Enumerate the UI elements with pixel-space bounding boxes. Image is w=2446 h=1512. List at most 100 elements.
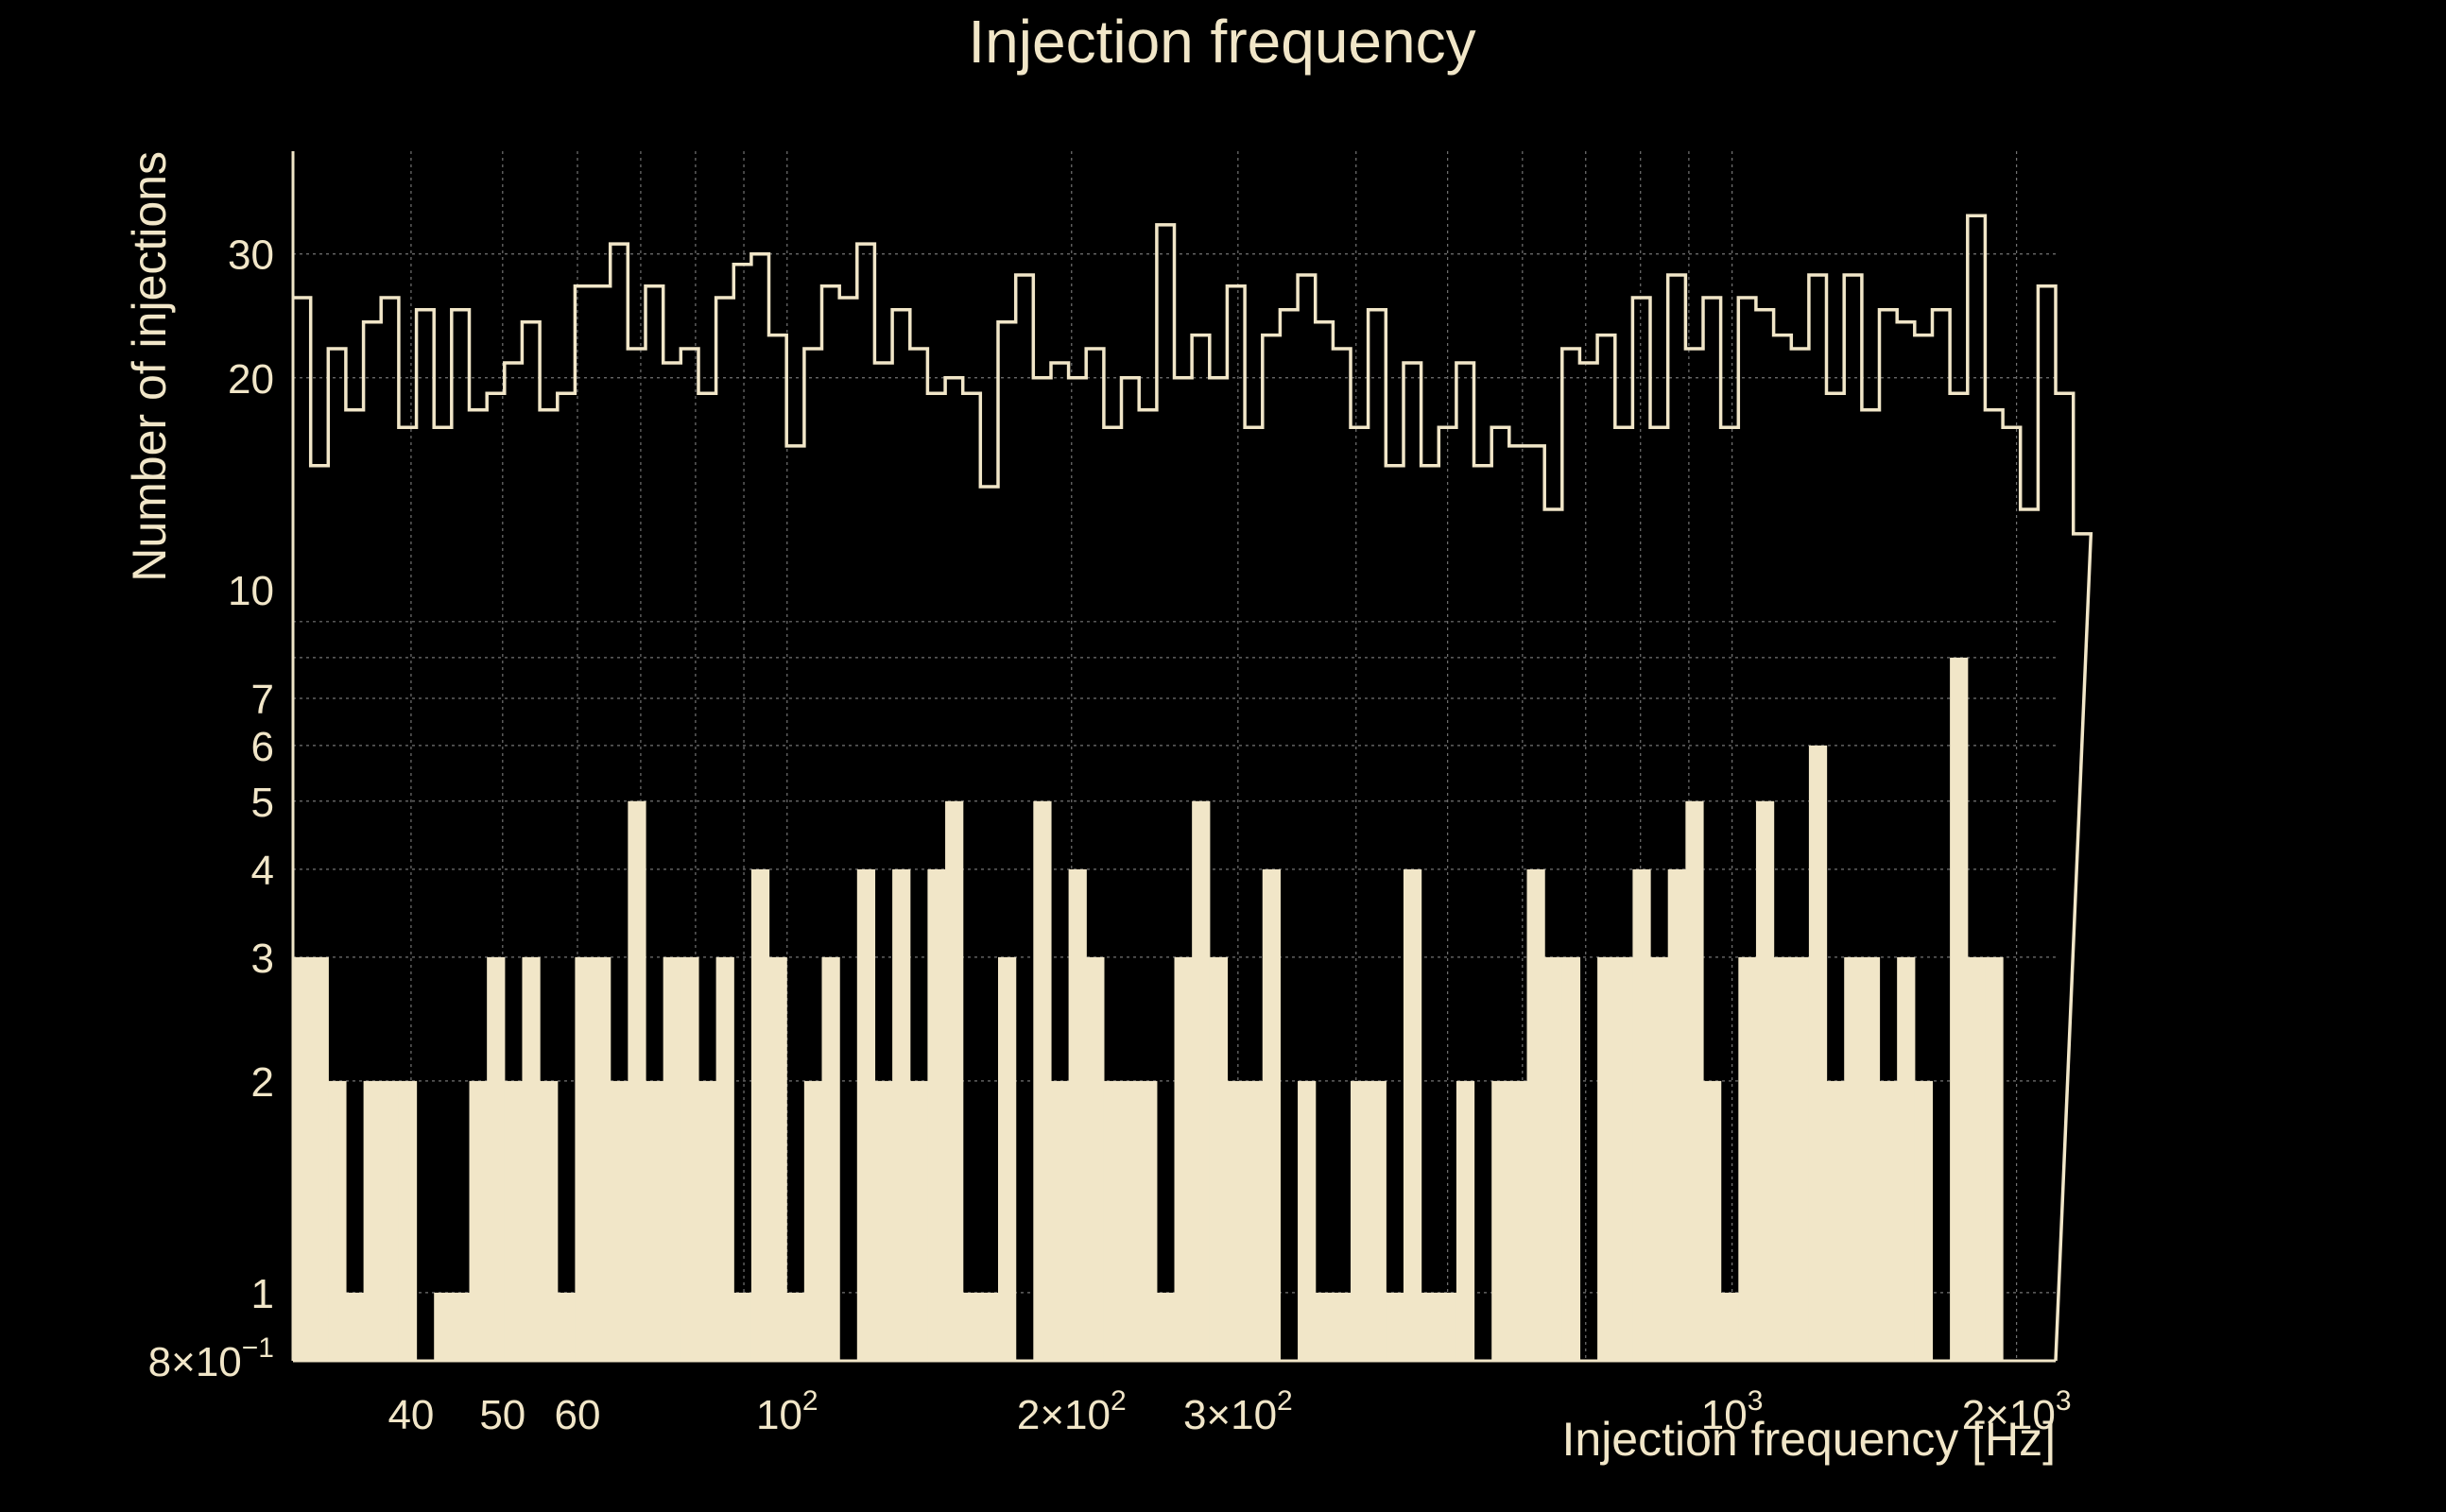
selected-bar [980,1292,999,1361]
selected-bar [1174,956,1193,1361]
y-axis-label: Number of injections [123,151,176,582]
all-injections-series [293,214,2093,1362]
selected-bar [1738,956,1757,1361]
selected-bar [1333,1292,1352,1361]
selected-bar [1121,1080,1140,1361]
selected-bar [715,956,734,1361]
y-tick-label: 7 [251,677,274,723]
selected-bar [1421,1292,1439,1361]
selected-bar [310,956,329,1361]
selected-bar [575,956,594,1361]
selected-bar [504,1080,524,1361]
selected-bar [1456,1080,1475,1361]
selected-bar [1192,800,1211,1361]
selected-bar [345,1292,365,1361]
y-tick-label: 3 [251,936,274,982]
x-tick-label: 102 [756,1385,818,1438]
x-tick-label: 60 [555,1392,601,1438]
selected-bar [1632,868,1651,1361]
selected-bar [733,1292,752,1361]
selected-bar [998,956,1017,1361]
y-tick-label: 20 [228,356,274,403]
x-tick-label: 3×102 [1183,1385,1293,1438]
selected-bar [557,1292,576,1361]
selected-bar [540,1080,559,1361]
selected-bar [1033,800,1052,1361]
selected-bar [593,956,612,1361]
x-axis-label: Injection frequency [Hz] [1562,1413,2057,1466]
selected-bar [663,956,681,1361]
selected-bar [610,1080,629,1361]
selected-bar [646,1080,664,1361]
selected-bar [1861,956,1881,1361]
selected-bar [786,1292,805,1361]
selected-bar [1139,1080,1158,1361]
all-injections-line [293,214,2093,1362]
selected-bar [434,1292,453,1361]
selected-bar [451,1292,471,1361]
selected-bar [1914,1080,1934,1361]
selected-bar [1086,956,1105,1361]
y-tick-label: 5 [251,780,274,826]
axes [291,151,2056,1363]
selected-bar [1386,1292,1404,1361]
selected-bar [1262,868,1281,1361]
selected-bar [1826,1080,1845,1361]
selected-bar [1403,868,1422,1361]
selected-bar [909,1080,928,1361]
selected-bar [1720,1292,1739,1361]
selected-bar [856,868,876,1361]
selected-bar [892,868,911,1361]
selected-bar [1985,956,2004,1361]
selected-bar [1950,657,1969,1361]
x-tick-label: 40 [388,1392,434,1438]
selected-bar [1068,868,1087,1361]
selected-bar [1808,745,1828,1361]
y-tick-label: 10 [228,568,274,614]
x-tick-label: 50 [479,1392,525,1438]
chart-title: Injection frequency [968,8,1475,76]
selected-bar [381,1080,400,1361]
y-tick-label: 6 [251,724,274,770]
tick-labels: 40 50 60 102 2×102 3×102 103 2×103 8×10−1 1 2 3 4 5 67… [148,232,2072,1438]
selected-bar [1156,1292,1176,1361]
selected-bar [945,800,964,1361]
selected-bar [363,1080,382,1361]
selected-bar [1791,956,1810,1361]
x-tick-label: 103 [1701,1385,1764,1438]
selected-bar [1879,1080,1898,1361]
selected-bar [1103,1080,1123,1361]
selected-bar [1667,868,1686,1361]
y-tick-label: 1 [251,1271,274,1317]
selected-bar [293,956,312,1361]
selected-bar [1368,1080,1387,1361]
selected-bar [1227,1080,1246,1361]
grid-lines [293,151,2056,1361]
selected-bar [1967,956,1986,1361]
y-tick-label: 8×10−1 [148,1332,274,1385]
selected-bar [768,956,787,1361]
selected-bar [1245,1080,1264,1361]
selected-bar [803,1080,823,1361]
x-tick-label: 2×102 [1017,1385,1127,1438]
selected-bar [750,868,770,1361]
selected-bar [469,1080,488,1361]
selected-bar [962,1292,981,1361]
selected-bar [1298,1080,1317,1361]
selected-bar [874,1080,893,1361]
selected-bar [1561,956,1581,1361]
selected-bar [1844,956,1863,1361]
selected-bar [698,1080,717,1361]
selected-bar [1491,1080,1510,1361]
selected-bar [1597,956,1616,1361]
selected-bar [1773,956,1792,1361]
selected-bar [628,800,646,1361]
selected-bar [1650,956,1669,1361]
selected-bar [1050,1080,1070,1361]
selected-bar [680,956,699,1361]
selected-bar [1614,956,1633,1361]
selected-bar [1209,956,1229,1361]
selected-bar [328,1080,347,1361]
selected-injections-series [293,657,2004,1361]
